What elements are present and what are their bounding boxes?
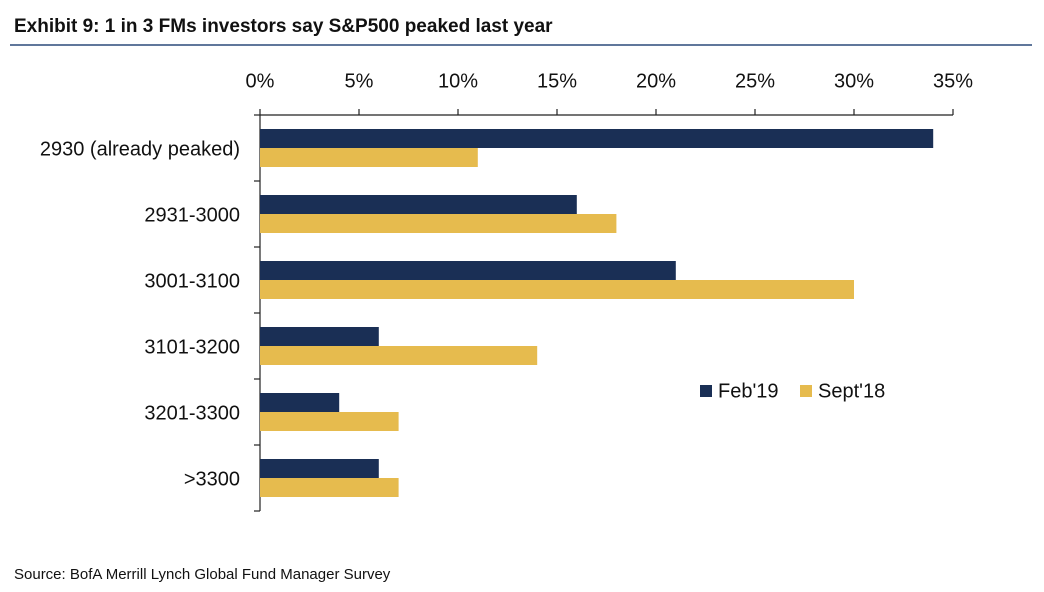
bar	[260, 214, 617, 233]
x-tick-label: 30%	[834, 70, 874, 92]
y-tick-label: 3201-3300	[144, 402, 240, 424]
x-tick-label: 15%	[537, 70, 577, 92]
x-tick-label: 35%	[933, 70, 973, 92]
bar	[260, 129, 934, 148]
y-tick-label: 2930 (already peaked)	[40, 138, 240, 160]
x-tick-label: 20%	[636, 70, 676, 92]
bar	[260, 148, 478, 167]
bar	[260, 346, 538, 365]
y-tick-label: 2931-3000	[144, 204, 240, 226]
bar	[260, 393, 340, 412]
bar	[260, 459, 379, 478]
legend-swatch	[800, 385, 812, 397]
bar	[260, 327, 379, 346]
bar	[260, 478, 399, 497]
legend-label: Feb'19	[718, 380, 779, 402]
y-tick-label: 3001-3100	[144, 270, 240, 292]
x-tick-label: 0%	[246, 70, 275, 92]
legend-swatch	[700, 385, 712, 397]
y-tick-label: 3101-3200	[144, 336, 240, 358]
bar	[260, 261, 676, 280]
x-tick-label: 25%	[735, 70, 775, 92]
bar	[260, 195, 577, 214]
source: Source: BofA Merrill Lynch Global Fund M…	[14, 566, 391, 583]
bar	[260, 412, 399, 431]
chart-title: Exhibit 9: 1 in 3 FMs investors say S&P5…	[14, 16, 553, 37]
bar	[260, 280, 854, 299]
legend-label: Sept'18	[818, 380, 885, 402]
y-tick-label: >3300	[184, 468, 240, 490]
x-tick-label: 5%	[345, 70, 374, 92]
x-tick-label: 10%	[438, 70, 478, 92]
